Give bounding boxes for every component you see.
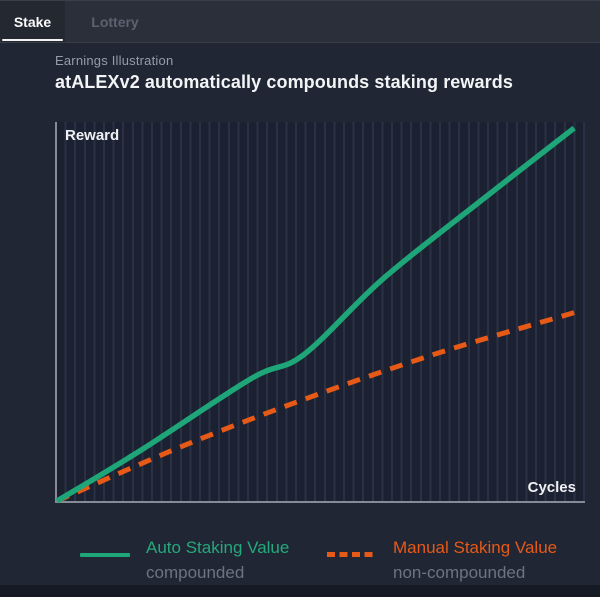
x-axis-label: Cycles	[527, 479, 576, 496]
series-line-manual	[55, 309, 578, 504]
tab-stake[interactable]: Stake	[0, 1, 65, 42]
legend-auto-staking-label: Auto Staking Value	[146, 538, 290, 557]
manual-staking-line-swatch-icon	[327, 552, 377, 557]
bottom-edge-strip	[0, 585, 600, 597]
tab-lottery[interactable]: Lottery	[65, 1, 165, 42]
legend-manual-staking-label: Manual Staking Value	[393, 538, 558, 557]
page-title: atALEXv2 automatically compounds staking…	[55, 72, 513, 92]
tab-bar: Stake Lottery	[0, 0, 600, 43]
legend-item-manual-staking: Manual Staking Value non-compounded	[327, 535, 557, 585]
auto-staking-line-swatch-icon	[80, 553, 130, 557]
legend-item-auto-staking: Auto Staking Value compounded	[80, 535, 289, 585]
active-tab-underline	[2, 38, 63, 41]
tab-stake-label: Stake	[13, 13, 52, 30]
chart-lines	[55, 125, 578, 504]
series-line-auto	[55, 125, 576, 504]
legend-auto-staking-sublabel: compounded	[146, 563, 245, 582]
earnings-chart: Reward Cycles	[55, 122, 585, 504]
legend-manual-staking-sublabel: non-compounded	[393, 563, 526, 582]
tab-lottery-label: Lottery	[91, 13, 139, 30]
y-axis-label: Reward	[65, 127, 120, 144]
section-eyebrow: Earnings Illustration	[55, 53, 174, 68]
